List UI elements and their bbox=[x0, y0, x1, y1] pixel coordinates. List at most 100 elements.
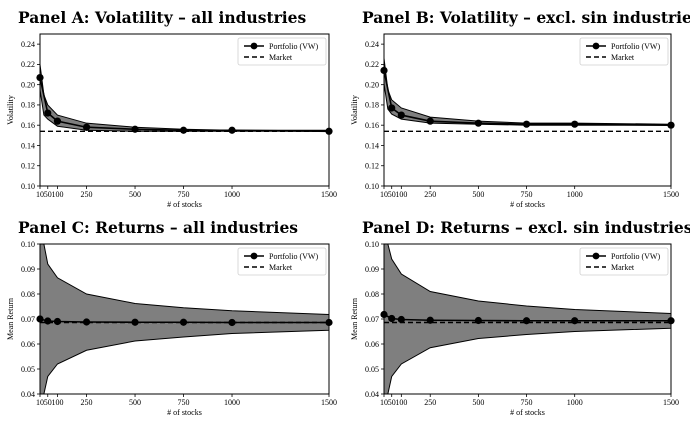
x-tick-label: 100 bbox=[395, 190, 407, 199]
legend-portfolio-marker bbox=[250, 252, 258, 260]
x-tick-label: 50 bbox=[44, 190, 52, 199]
x-tick-label: 750 bbox=[521, 398, 533, 407]
y-axis-label: Volatility bbox=[350, 95, 359, 125]
x-tick-label: 10 bbox=[36, 190, 44, 199]
legend: Portfolio (VW) Market bbox=[237, 37, 327, 66]
portfolio-point bbox=[397, 111, 405, 119]
y-axis-label: Mean Return bbox=[350, 298, 359, 340]
legend: Portfolio (VW) Market bbox=[237, 247, 327, 276]
portfolio-point bbox=[179, 126, 188, 134]
panel-title: Panel A: Volatility – all industries bbox=[18, 8, 307, 27]
y-tick-label: 0.14 bbox=[21, 141, 35, 150]
x-tick-label: 750 bbox=[521, 190, 533, 199]
portfolio-point bbox=[426, 316, 434, 324]
x-tick-label: 100 bbox=[395, 398, 407, 407]
legend-portfolio-label: Portfolio (VW) bbox=[611, 42, 660, 51]
panel-title: Panel D: Returns – excl. sin industries bbox=[362, 218, 690, 237]
portfolio-point bbox=[44, 109, 52, 117]
x-tick-label: 50 bbox=[388, 190, 396, 199]
y-tick-label: 0.12 bbox=[365, 162, 379, 171]
legend-portfolio-marker bbox=[592, 42, 600, 50]
y-tick-label: 0.16 bbox=[365, 121, 379, 130]
legend-market-label: Market bbox=[269, 53, 293, 62]
portfolio-point bbox=[388, 104, 396, 112]
y-tick-label: 0.24 bbox=[21, 40, 35, 49]
y-tick-label: 0.10 bbox=[21, 240, 35, 249]
y-tick-label: 0.07 bbox=[21, 315, 35, 324]
y-tick-label: 0.04 bbox=[365, 390, 379, 399]
legend-portfolio-label: Portfolio (VW) bbox=[269, 252, 318, 261]
portfolio-point bbox=[179, 318, 188, 326]
portfolio-point bbox=[131, 125, 139, 133]
x-tick-label: 10 bbox=[380, 398, 388, 407]
legend-market-label: Market bbox=[611, 53, 635, 62]
x-tick-label: 1500 bbox=[321, 398, 337, 407]
x-tick-label: 1000 bbox=[224, 190, 240, 199]
legend-box bbox=[237, 247, 327, 276]
legend-portfolio-label: Portfolio (VW) bbox=[269, 42, 318, 51]
y-tick-label: 0.22 bbox=[365, 60, 379, 69]
y-tick-label: 0.16 bbox=[21, 121, 35, 130]
confidence-band bbox=[384, 58, 671, 126]
plot-frame bbox=[39, 33, 330, 187]
y-tick-label: 0.20 bbox=[21, 80, 35, 89]
y-tick-label: 0.07 bbox=[365, 315, 379, 324]
x-tick-label: 500 bbox=[472, 398, 484, 407]
x-tick-label: 1000 bbox=[567, 190, 583, 199]
x-tick-label: 750 bbox=[178, 190, 190, 199]
x-tick-label: 500 bbox=[129, 190, 141, 199]
portfolio-point bbox=[82, 318, 91, 326]
y-tick-label: 0.12 bbox=[21, 162, 35, 171]
y-axis-label: Mean Return bbox=[6, 298, 15, 340]
x-tick-label: 250 bbox=[424, 190, 436, 199]
x-tick-label: 1500 bbox=[663, 190, 679, 199]
y-axis-label: Volatility bbox=[6, 95, 15, 125]
portfolio-point bbox=[228, 126, 236, 134]
portfolio-point bbox=[571, 317, 579, 325]
y-tick-label: 0.06 bbox=[21, 340, 35, 349]
portfolio-point bbox=[44, 317, 52, 325]
y-tick-label: 0.18 bbox=[21, 101, 35, 110]
x-tick-label: 1500 bbox=[663, 398, 679, 407]
y-tick-label: 0.22 bbox=[21, 60, 35, 69]
panel-title: Panel B: Volatility – excl. sin industri… bbox=[362, 8, 690, 27]
x-tick-label: 500 bbox=[472, 190, 484, 199]
x-tick-label: 500 bbox=[129, 398, 141, 407]
panel-b: Panel B: Volatility – excl. sin industri… bbox=[350, 8, 690, 209]
x-axis-label: # of stocks bbox=[510, 200, 545, 209]
legend-portfolio-marker bbox=[250, 42, 258, 50]
y-tick-label: 0.04 bbox=[21, 390, 35, 399]
x-axis-label: # of stocks bbox=[510, 408, 545, 417]
portfolio-point bbox=[53, 317, 62, 326]
y-tick-label: 0.18 bbox=[365, 101, 379, 110]
x-tick-label: 250 bbox=[81, 398, 93, 407]
x-tick-label: 10 bbox=[36, 398, 44, 407]
y-tick-label: 0.05 bbox=[21, 365, 35, 374]
y-tick-label: 0.05 bbox=[365, 365, 379, 374]
y-tick-label: 0.09 bbox=[21, 265, 35, 274]
legend-market-label: Market bbox=[269, 263, 293, 272]
x-tick-label: 100 bbox=[51, 190, 63, 199]
x-tick-label: 10 bbox=[380, 190, 388, 199]
portfolio-point bbox=[53, 117, 62, 125]
x-tick-label: 250 bbox=[81, 190, 93, 199]
portfolio-point bbox=[522, 317, 531, 325]
x-axis-label: # of stocks bbox=[167, 200, 202, 209]
x-tick-label: 750 bbox=[178, 398, 190, 407]
legend-portfolio-label: Portfolio (VW) bbox=[611, 252, 660, 261]
x-tick-label: 100 bbox=[51, 398, 63, 407]
x-tick-label: 1000 bbox=[224, 398, 240, 407]
panel-d: Panel D: Returns – excl. sin industries 1… bbox=[350, 218, 690, 417]
x-tick-label: 1000 bbox=[567, 398, 583, 407]
y-tick-label: 0.24 bbox=[365, 40, 379, 49]
y-tick-label: 0.10 bbox=[365, 182, 379, 191]
portfolio-point bbox=[474, 119, 482, 127]
portfolio-point bbox=[426, 117, 434, 125]
legend: Portfolio (VW) Market bbox=[579, 37, 669, 66]
legend-market-label: Market bbox=[611, 263, 635, 272]
portfolio-point bbox=[397, 315, 405, 324]
y-tick-label: 0.09 bbox=[365, 265, 379, 274]
